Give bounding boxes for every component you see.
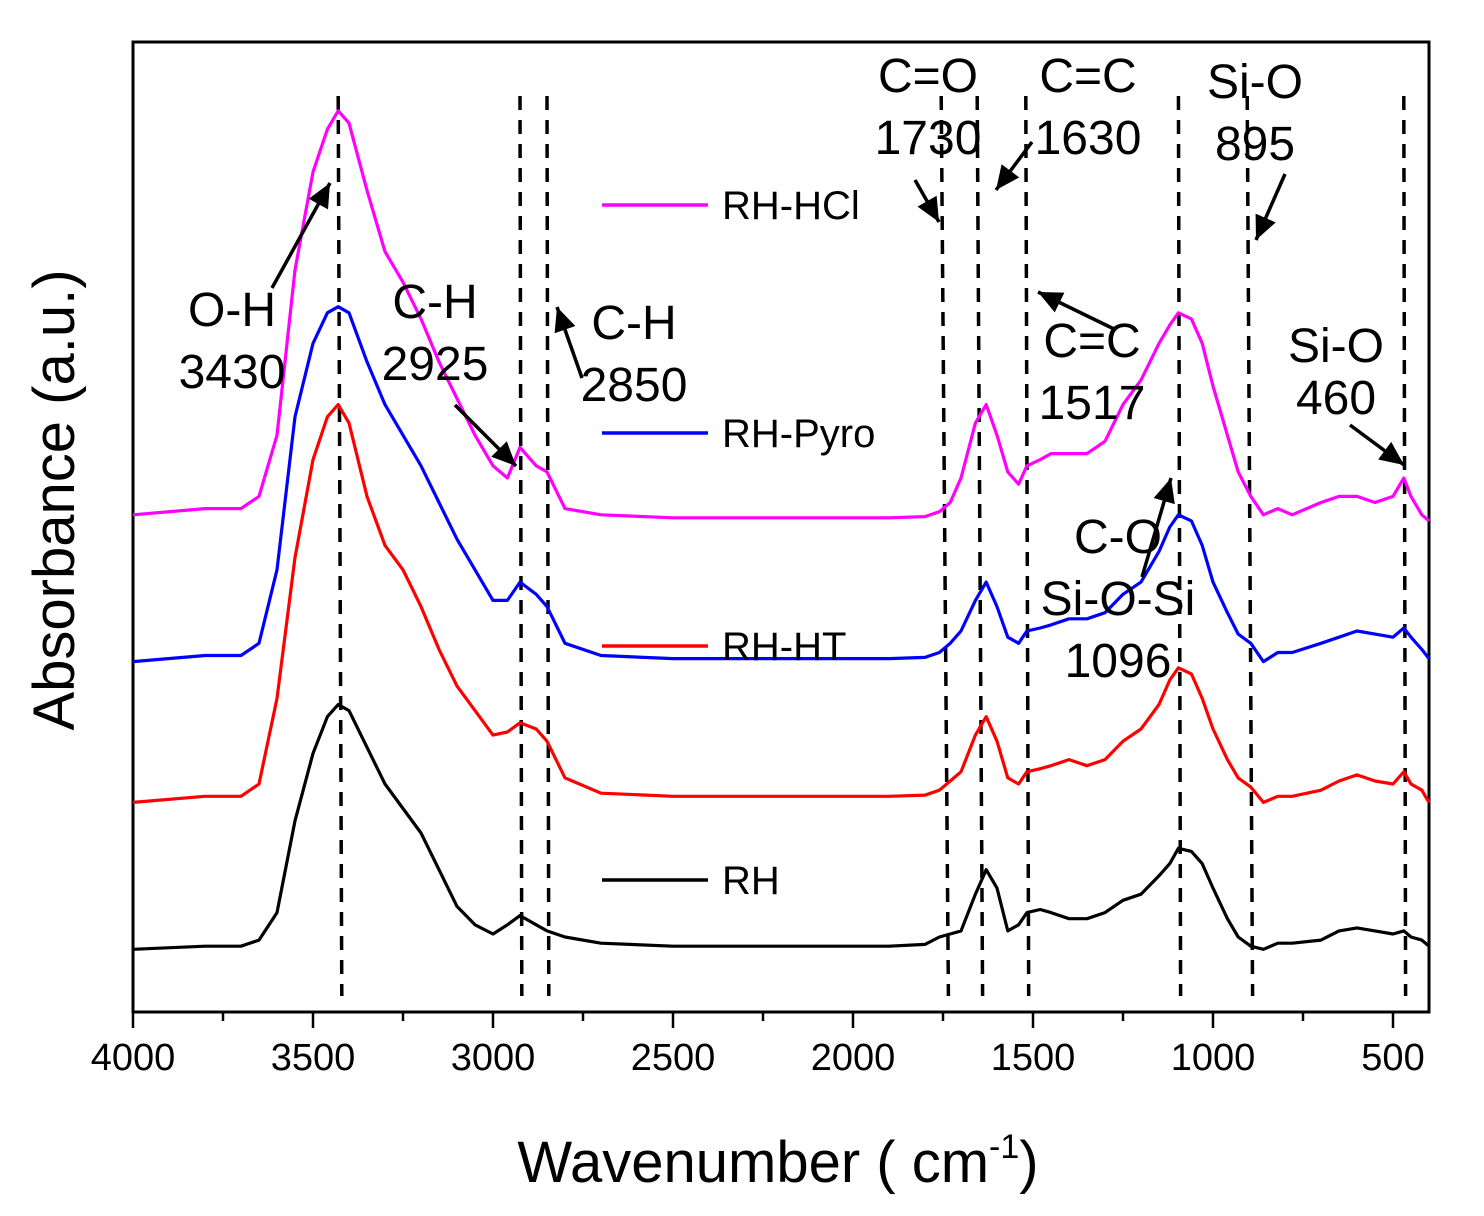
annotation-cc1630-line-0: C=C (1039, 50, 1136, 103)
x-tick-label-1500: 1500 (991, 1037, 1076, 1079)
x-tick-label-3500: 3500 (271, 1037, 356, 1079)
annotation-ch2925-line-1: 2925 (382, 338, 489, 391)
arrowhead-oh (308, 183, 330, 210)
annotation-sio460-line-1: 460 (1296, 372, 1376, 425)
guide-line-470 (1402, 95, 1408, 997)
annotation-oh-line-1: 3430 (179, 346, 286, 399)
annotation-ch2850-line-0: C-H (591, 297, 676, 350)
x-axis-ticks: 4000 3500 3000 2500 2000 1500 1000 500 (91, 1012, 1425, 1079)
x-tick-label-1000: 1000 (1171, 1037, 1256, 1079)
arrowhead-sios1096 (1153, 478, 1175, 505)
x-tick-label-2500: 2500 (631, 1037, 716, 1079)
annotation-sio895-line-1: 895 (1215, 118, 1295, 171)
legend-label-rh-ht: RH-HT (722, 625, 846, 669)
annotation-sio460-line-0: Si-O (1288, 320, 1384, 373)
x-tick-label-3000: 3000 (451, 1037, 536, 1079)
legend-label-rh: RH (722, 859, 780, 903)
x-tick-label-4000: 4000 (91, 1037, 176, 1079)
x-axis-title-end: ) (1019, 1130, 1038, 1195)
arrowhead-ch2850 (554, 307, 576, 334)
x-tick-label-500: 500 (1361, 1037, 1424, 1079)
arrowhead-cc1630 (996, 164, 1020, 190)
annotation-cc1517-line-1: 1517 (1039, 377, 1146, 430)
x-axis-title-main: Wavenumber ( cm (517, 1130, 989, 1195)
annotation-co1730-line-0: C=O (878, 50, 978, 103)
guide-line-2850 (545, 95, 551, 997)
annotation-sio895-line-0: Si-O (1207, 56, 1303, 109)
annotation-sios1096-line-2: 1096 (1065, 635, 1172, 688)
guide-line-1655 (975, 95, 985, 997)
guide-line-3430 (336, 95, 344, 997)
annotation-sios1096-line-1: Si-O-Si (1041, 573, 1196, 626)
x-axis-title-sup: -1 (989, 1128, 1019, 1166)
arrowhead-co1730 (917, 195, 939, 222)
series-line-rh-hcl (132, 109, 1431, 523)
arrowhead-ch2925 (491, 441, 516, 466)
annotation-ch2925-line-0: C-H (392, 276, 477, 329)
guide-line-2925 (518, 95, 524, 997)
series-line-rh (132, 702, 1431, 951)
guide-line-905 (1245, 95, 1255, 997)
series-curves (132, 109, 1431, 951)
guide-line-1096 (1176, 95, 1183, 997)
series-line-rh-pyro (132, 305, 1431, 664)
plot-frame (131, 40, 1431, 1014)
annotation-co1730-line-1: 1730 (875, 112, 982, 165)
arrowhead-cc1517 (1038, 292, 1065, 313)
series-line-rh-ht (132, 403, 1431, 804)
y-axis-title: Absorbance (a.u.) (22, 269, 87, 730)
annotation-cc1517-line-0: C=C (1043, 315, 1140, 368)
guide-line-1755 (939, 95, 951, 997)
annotation-ch2850-line-1: 2850 (581, 359, 688, 412)
legend: RH-HCl RH-Pyro RH-HT RH (602, 184, 875, 903)
peak-annotations: O-H 3430 C-H 2925 C-H 2850 C=O 1730 C=C 1630 Si-O 8… (179, 50, 1406, 688)
x-tick-label-2000: 2000 (811, 1037, 896, 1079)
arrowhead-sio460 (1378, 441, 1404, 465)
guide-line-1520 (1024, 95, 1031, 997)
annotation-oh-line-0: O-H (188, 284, 276, 337)
legend-label-rh-hcl: RH-HCl (722, 184, 860, 228)
x-axis-title: Wavenumber ( cm-1) (517, 1128, 1038, 1195)
legend-label-rh-pyro: RH-Pyro (722, 412, 875, 456)
arrowhead-sio895 (1255, 213, 1276, 240)
annotation-cc1630-line-1: 1630 (1035, 112, 1142, 165)
guide-lines (336, 95, 1408, 997)
